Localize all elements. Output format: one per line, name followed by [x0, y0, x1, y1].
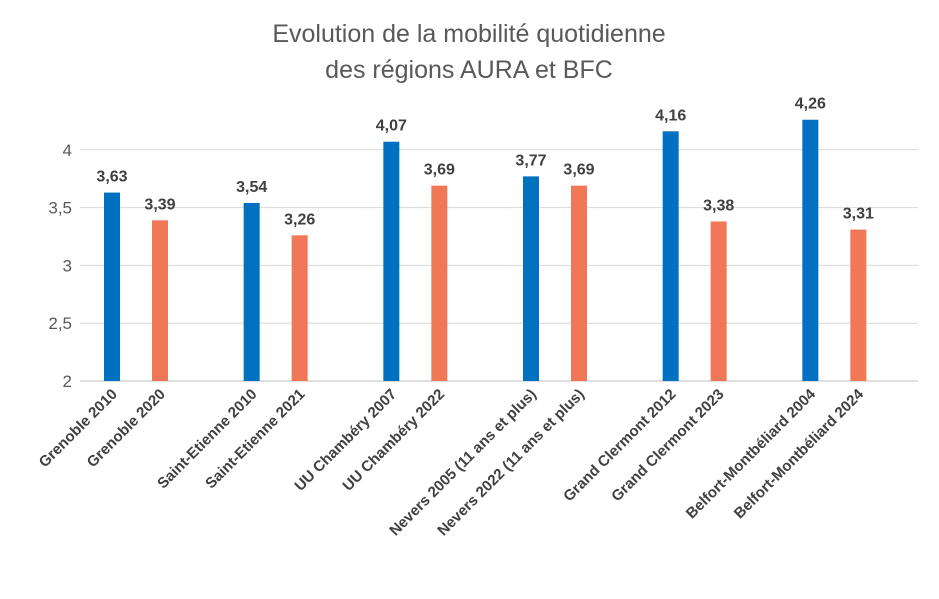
bar-recent-survey — [710, 221, 727, 381]
gridlines — [80, 149, 918, 382]
chart-title-line-1: Evolution de la mobilité quotidienne — [272, 20, 665, 48]
y-tick-label: 3,5 — [48, 199, 72, 218]
bar-recent-survey — [571, 185, 587, 381]
bars — [104, 119, 867, 381]
data-label: 3,31 — [843, 206, 874, 223]
data-label: 4,07 — [376, 118, 407, 135]
data-label: 4,16 — [655, 107, 686, 124]
bar-earlier-survey — [383, 141, 400, 381]
bar-recent-survey — [152, 220, 168, 381]
bar-earlier-survey — [802, 119, 819, 381]
data-label: 3,69 — [424, 162, 455, 179]
y-tick-label: 2 — [63, 372, 72, 391]
data-label: 3,77 — [515, 152, 546, 169]
data-label: 3,39 — [144, 196, 175, 213]
y-tick-label: 4 — [63, 141, 72, 160]
y-tick-label: 2,5 — [48, 314, 72, 333]
data-label: 3,26 — [284, 211, 315, 228]
data-label: 4,26 — [795, 96, 826, 113]
data-label: 3,38 — [703, 197, 734, 214]
data-label: 3,69 — [563, 162, 594, 179]
bar-earlier-survey — [662, 131, 679, 381]
chart-title-line-2: des régions AURA et BFC — [325, 56, 613, 84]
bar-earlier-survey — [523, 176, 539, 381]
y-tick-label: 3 — [63, 256, 72, 275]
data-labels: 3,63 3,39 3,54 3,26 4,07 3,69 3,77 3,69 4,16 3,38… — [96, 96, 874, 229]
data-label: 3,63 — [96, 169, 127, 186]
bar-recent-survey — [291, 235, 308, 381]
y-axis-tick-labels: 2 2,5 3 3,5 4 — [48, 141, 72, 391]
bar-recent-survey — [431, 185, 448, 381]
bar-recent-survey — [850, 229, 867, 381]
bar-earlier-survey — [104, 192, 120, 381]
bar-earlier-survey — [243, 202, 260, 381]
data-label: 3,54 — [236, 179, 267, 196]
